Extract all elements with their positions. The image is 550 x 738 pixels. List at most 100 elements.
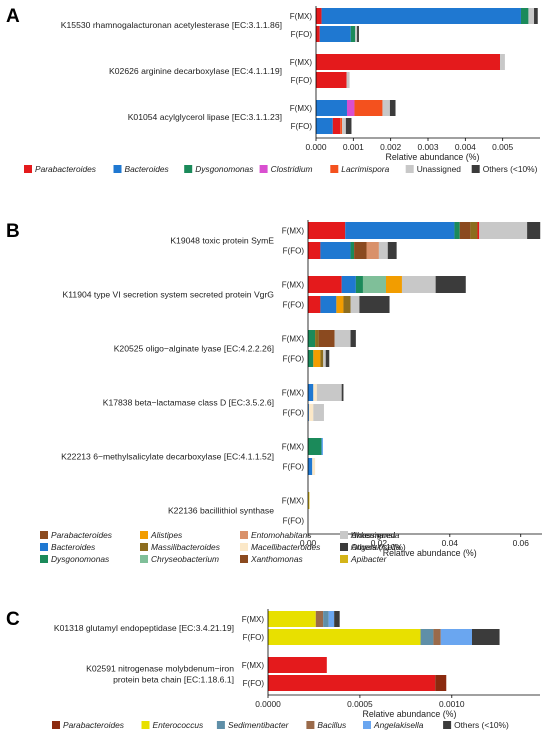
bar-segment — [472, 629, 500, 645]
bar-segment — [378, 242, 388, 259]
bar-segment — [336, 296, 344, 313]
bar-segment — [316, 118, 333, 134]
gene-label: K22213 6−methylsalicylate decarboxylase … — [61, 452, 274, 462]
bar-segment — [268, 657, 327, 673]
bar-segment — [268, 629, 421, 645]
group-label: F(FO) — [291, 122, 313, 131]
gene-label: K11904 type VI secretion system secreted… — [63, 290, 275, 300]
bar-segment — [320, 242, 351, 259]
bar-segment — [355, 276, 363, 293]
bar-segment — [528, 8, 535, 24]
legend-swatch — [52, 721, 60, 729]
bar-segment — [350, 26, 356, 42]
legend-label: Bacteroides — [125, 164, 170, 174]
bar-segment — [359, 296, 390, 313]
bar-segment — [316, 72, 347, 88]
legend-swatch — [140, 543, 148, 551]
bar-segment — [308, 404, 310, 421]
legend-swatch — [40, 555, 48, 563]
legend-swatch — [340, 543, 348, 551]
legend: Parabacteroides Bacteroides Dysgonomonas Al… — [40, 530, 406, 564]
bar-segment — [362, 276, 386, 293]
bar-segment — [346, 100, 355, 116]
gene-label: K02626 arginine decarboxylase [EC:4.1.1.… — [109, 66, 282, 76]
bar-segment — [334, 611, 340, 627]
bar-segment — [308, 242, 321, 259]
x-axis-label: Relative abundance (%) — [362, 709, 456, 719]
bar-segment — [316, 8, 322, 24]
x-tick-label: 0.00 — [300, 538, 317, 548]
group-label: F(MX) — [282, 497, 305, 506]
x-tick-label: 0.003 — [418, 142, 439, 152]
legend: Parabacteroides Bacteroides Dysgonomonas Cl… — [24, 164, 538, 174]
bar-segment — [318, 330, 335, 347]
panel-b-chart: F(MX) F(FO) K19048 toxic protein SymE F(MX)… — [40, 220, 542, 564]
gene-label: K19048 toxic protein SymE — [170, 236, 274, 246]
bar-segment — [308, 276, 342, 293]
bar-segment — [401, 276, 436, 293]
bar-segment — [332, 118, 341, 134]
legend-label: Chryseobacterium — [151, 554, 219, 564]
gene-label: K20525 oligo−alginate lyase [EC:4.2.2.26… — [114, 344, 274, 354]
legend-label: Sedimentibacter — [228, 720, 290, 730]
panel-c-chart: F(MX) F(FO) K01318 glutamyl endopeptidase … — [52, 609, 540, 730]
x-tick-label: 0.0000 — [255, 699, 281, 709]
bar-segment — [313, 404, 324, 421]
legend: Parabacteroides Enterococcus Sedimentibact… — [52, 720, 509, 730]
legend-label: Enterococcus — [153, 720, 205, 730]
bar-segment — [435, 276, 466, 293]
group-label: F(MX) — [282, 335, 305, 344]
legend-label: Others (<10%) — [454, 720, 509, 730]
group-label: F(MX) — [242, 615, 265, 624]
x-tick-label: 0.02 — [371, 538, 388, 548]
bar-segment — [343, 296, 351, 313]
group-label: F(MX) — [290, 58, 313, 67]
panel-label-c: C — [6, 609, 20, 630]
bar-segment — [328, 611, 335, 627]
bar-segment — [341, 276, 356, 293]
bar-segment — [341, 384, 344, 401]
bar-segment — [308, 350, 314, 367]
legend-label: Bacillus — [317, 720, 347, 730]
bar-segment — [520, 8, 529, 24]
legend-label: Angelakisella — [373, 720, 424, 730]
legend-label: Akkermansia — [350, 530, 400, 540]
bar-segment — [334, 330, 351, 347]
bar-segment — [527, 222, 541, 239]
legend-label: Entomohabitans — [251, 530, 312, 540]
legend-swatch — [443, 721, 452, 729]
bar-segment — [268, 611, 316, 627]
bar-segment — [357, 26, 359, 42]
bar-segment — [389, 100, 396, 116]
panel-label-a: A — [6, 6, 20, 27]
group-label: F(FO) — [283, 517, 305, 526]
legend-label: Angelakisella — [350, 542, 401, 552]
bar-segment — [387, 242, 397, 259]
bar-segment — [316, 26, 320, 42]
bar-segment — [346, 72, 350, 88]
panel-a-chart: F(MX) F(FO) K15530 rhamnogalacturonan acet… — [24, 6, 540, 174]
x-tick-label: 0.000 — [306, 142, 327, 152]
legend-label: Lacrimispora — [341, 164, 389, 174]
legend-label: Unassigned — [351, 530, 396, 540]
x-tick-label: 0.06 — [513, 538, 530, 548]
legend-label: Bacteroides — [51, 542, 96, 552]
legend-swatch — [140, 531, 148, 539]
legend-swatch — [471, 165, 480, 173]
legend-swatch — [330, 165, 339, 173]
gene-label: K17838 beta−lactamase class D [EC:3.5.2.… — [103, 398, 274, 408]
bar-segment — [345, 118, 352, 134]
legend-swatch — [240, 555, 248, 563]
bar-segment — [355, 26, 358, 42]
group-label: F(FO) — [291, 76, 313, 85]
bar-segment — [479, 222, 528, 239]
bar-segment — [308, 384, 314, 401]
bar-segment — [308, 492, 310, 509]
legend-swatch — [184, 165, 193, 173]
group-label: F(MX) — [282, 227, 305, 236]
legend-swatch — [113, 165, 122, 173]
bar-segment — [316, 100, 347, 116]
bar-segment — [350, 242, 355, 259]
legend-swatch — [40, 543, 48, 551]
legend-label: Dysgonomonas — [51, 554, 110, 564]
